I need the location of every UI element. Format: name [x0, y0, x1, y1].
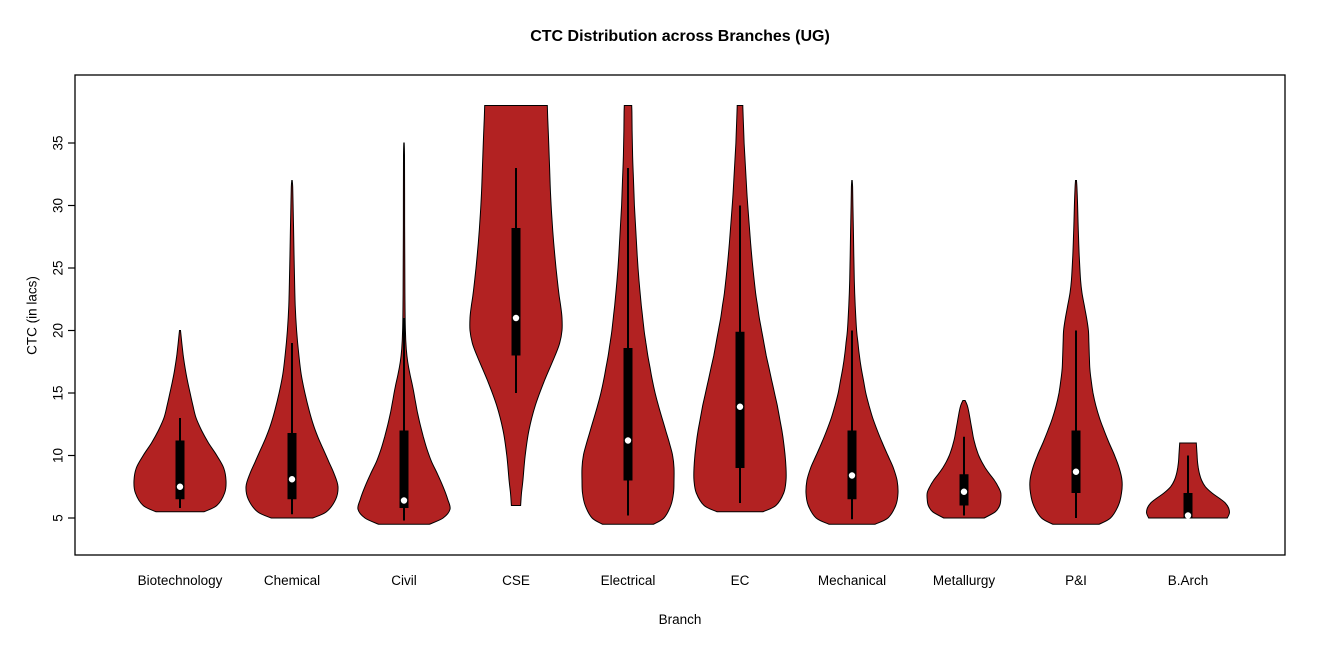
x-tick-label-metallurgy: Metallurgy — [933, 573, 996, 588]
x-tick-label-b-arch: B.Arch — [1168, 573, 1209, 588]
y-tick-label: 30 — [51, 198, 66, 213]
chart-title: CTC Distribution across Branches (UG) — [530, 28, 830, 45]
iqr-box — [623, 348, 633, 481]
y-tick-label: 25 — [51, 260, 66, 275]
violin-mechanical — [805, 180, 899, 525]
y-tick-label: 5 — [51, 514, 66, 522]
y-tick-label: 35 — [51, 135, 66, 150]
x-tick-label-biotechnology: Biotechnology — [138, 573, 223, 588]
violin-chemical — [245, 180, 339, 519]
violin-ec — [693, 105, 787, 513]
x-tick-label-mechanical: Mechanical — [818, 573, 886, 588]
iqr-box — [511, 228, 521, 356]
x-tick-label-civil: Civil — [391, 573, 417, 588]
violin-p-i — [1029, 180, 1123, 525]
violin-cse — [469, 105, 563, 506]
median-dot — [512, 314, 520, 322]
x-tick-label-chemical: Chemical — [264, 573, 320, 588]
y-tick-label: 20 — [51, 323, 66, 338]
iqr-box — [735, 331, 745, 468]
plot-border — [74, 74, 1286, 556]
median-dot — [960, 488, 968, 495]
iqr-box — [1071, 430, 1081, 493]
y-tick-label: 15 — [51, 385, 66, 400]
iqr-box — [1183, 493, 1193, 518]
median-dot — [1072, 468, 1080, 475]
iqr-box — [175, 440, 185, 500]
median-dot — [1184, 512, 1192, 519]
iqr-box — [287, 433, 297, 500]
violin-electrical — [581, 105, 675, 525]
y-tick-label: 10 — [51, 448, 66, 463]
violin-biotechnology — [133, 330, 227, 513]
median-dot — [848, 472, 856, 479]
x-tick-label-p-i: P&I — [1065, 573, 1087, 588]
x-tick-label-cse: CSE — [502, 573, 530, 588]
violin-b-arch — [1146, 442, 1230, 519]
median-dot — [288, 476, 296, 483]
violin-civil — [357, 142, 451, 525]
x-axis-title: Branch — [658, 612, 702, 627]
violin-metallurgy — [926, 400, 1002, 519]
x-tick-label-electrical: Electrical — [601, 573, 656, 588]
iqr-box — [847, 430, 857, 500]
median-dot — [400, 497, 408, 504]
median-dot — [736, 403, 744, 410]
median-dot — [176, 483, 184, 490]
median-dot — [624, 437, 632, 444]
x-tick-label-ec: EC — [731, 573, 750, 588]
iqr-box — [399, 430, 409, 508]
